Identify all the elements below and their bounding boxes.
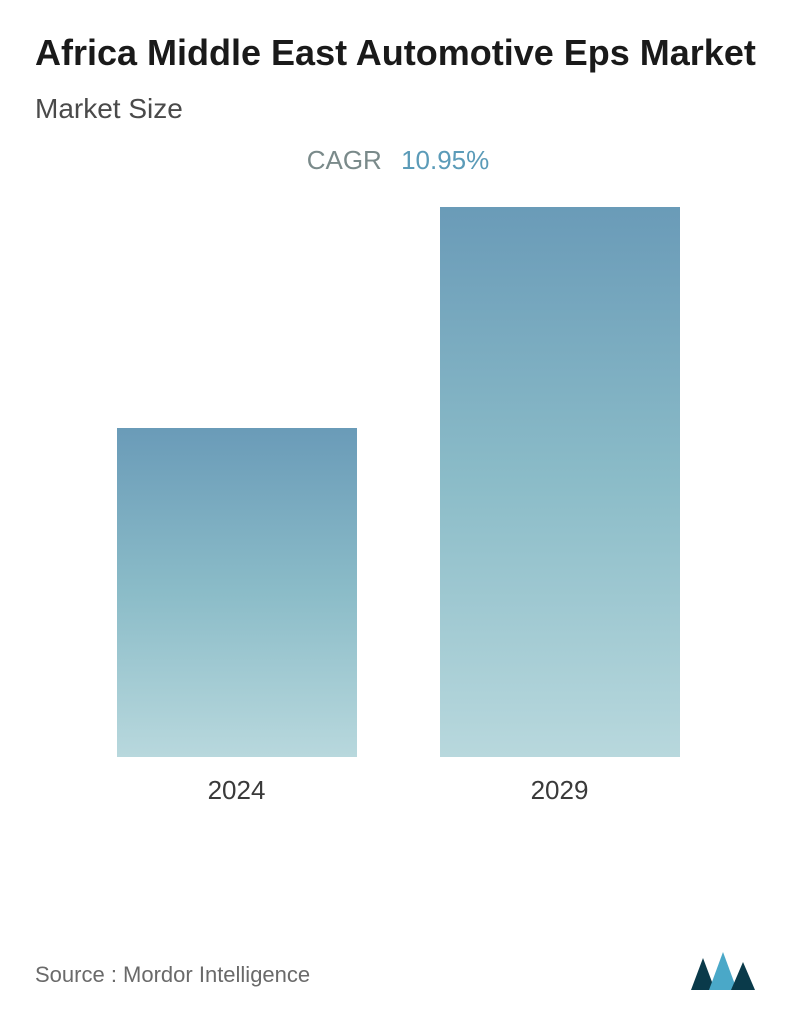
cagr-value: 10.95% [401, 145, 489, 175]
cagr-row: CAGR 10.95% [35, 145, 761, 176]
bar-0 [117, 428, 357, 757]
chart-title: Africa Middle East Automotive Eps Market [35, 30, 761, 75]
bar-label-1: 2029 [531, 775, 589, 806]
footer: Source : Mordor Intelligence [35, 950, 761, 999]
bar-group-0: 2024 [97, 428, 377, 806]
source-text: Source : Mordor Intelligence [35, 962, 310, 988]
chart-subtitle: Market Size [35, 93, 761, 125]
cagr-label: CAGR [307, 145, 382, 175]
mordor-logo [689, 950, 761, 999]
bar-group-1: 2029 [420, 207, 700, 806]
bar-label-0: 2024 [208, 775, 266, 806]
chart-area: 2024 2029 [35, 216, 761, 806]
bar-1 [440, 207, 680, 757]
